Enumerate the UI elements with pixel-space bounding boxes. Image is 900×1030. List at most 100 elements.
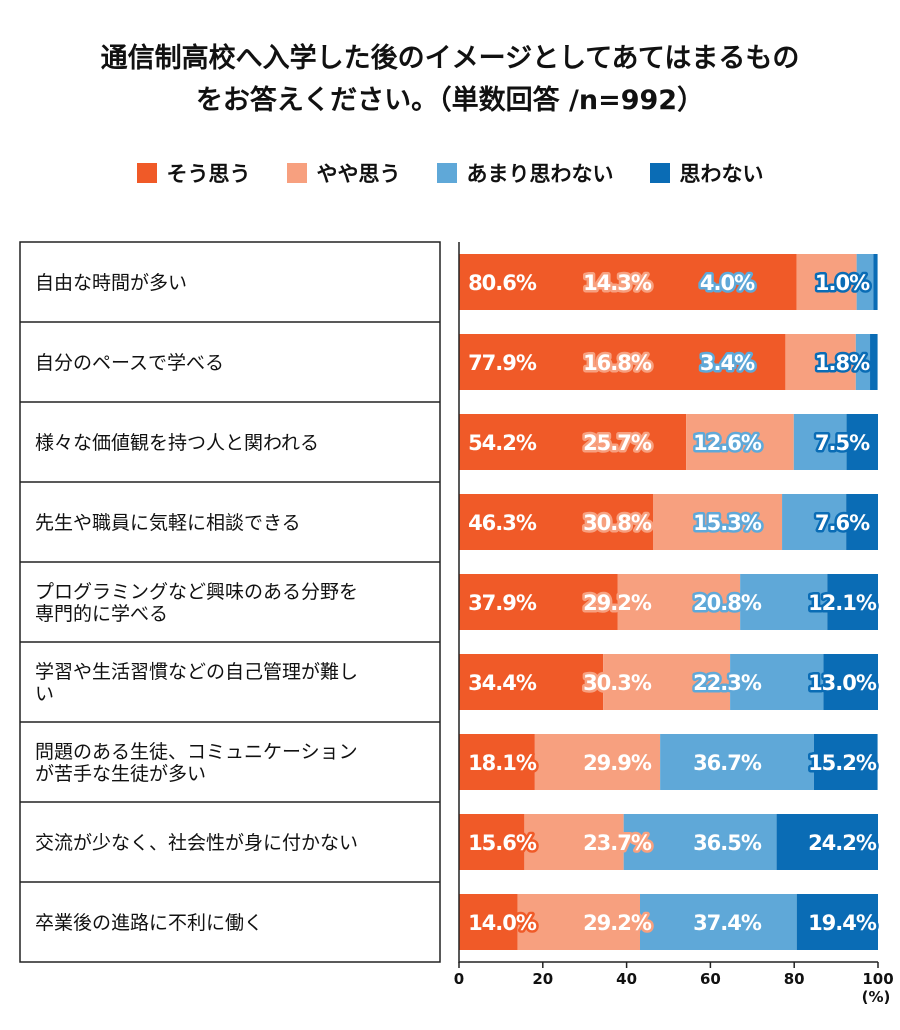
data-label: 54.2% (468, 431, 537, 455)
bar-segment (813, 734, 878, 790)
legend: そう思う やや思う あまり思わない 思わない (0, 158, 900, 188)
bar-segment (827, 574, 878, 630)
legend-swatch (136, 163, 157, 183)
x-tick-label: 80 (784, 970, 805, 988)
category-label: 専門的に学べる (35, 603, 168, 625)
legend-label: そう思う (166, 162, 251, 186)
bar-segment (846, 414, 878, 470)
data-label: 30.3% (583, 671, 652, 695)
category-label: 問題のある生徒、コミュニケーション (35, 741, 358, 763)
x-axis-unit: (%) (862, 988, 891, 1006)
data-label: 80.6% (468, 271, 537, 295)
data-label: 77.9% (468, 351, 537, 375)
bar-segment (617, 574, 741, 630)
bar-segment (459, 654, 604, 710)
data-label: 19.4% (808, 911, 877, 935)
bar-segment (823, 654, 878, 710)
data-label: 25.7% (583, 431, 652, 455)
data-label: 1.8% (815, 351, 870, 375)
bar-segment (534, 734, 661, 790)
bar-segment (517, 894, 641, 950)
bar-segment (640, 894, 797, 950)
x-tick-label: 60 (700, 970, 721, 988)
category-label: 自分のペースで学べる (35, 352, 224, 374)
data-label: 22.3% (693, 671, 762, 695)
category-label: い (35, 683, 54, 705)
data-label: 30.8% (583, 511, 652, 535)
category-label: 交流が少なく、社会性が身に付かない (35, 832, 358, 854)
bar-segment (686, 414, 794, 470)
data-label: 29.2% (583, 591, 652, 615)
category-label: 自由な時間が多い (35, 272, 187, 294)
data-label: 15.3% (693, 511, 762, 535)
category-label: が苦手な生徒が多い (35, 763, 206, 785)
data-label: 16.8% (583, 351, 652, 375)
bar-segment (459, 414, 687, 470)
x-tick-label: 0 (454, 970, 464, 988)
bar-segment (740, 574, 828, 630)
bar-segment (856, 254, 874, 310)
data-label: 18.1% (468, 751, 537, 775)
data-label: 7.6% (815, 511, 870, 535)
chart-title-line-1: 通信制高校へ入学した後のイメージとしてあてはまるもの (100, 43, 800, 74)
data-label: 29.2% (583, 911, 652, 935)
data-label: 12.6% (693, 431, 762, 455)
bar-segment (459, 334, 786, 390)
bar-segment (782, 494, 847, 550)
bar-segment (459, 254, 797, 310)
category-table-border (19, 241, 441, 963)
data-label: 14.3% (583, 271, 652, 295)
data-label: 15.6% (468, 831, 537, 855)
bar-segment (459, 494, 653, 550)
x-tick-label: 20 (532, 970, 553, 988)
legend-swatch (649, 163, 670, 183)
legend-item-1: そう思う (136, 158, 251, 188)
bar-segment (873, 254, 878, 310)
data-label: 23.7% (583, 831, 652, 855)
data-label: 14.0% (468, 911, 537, 935)
bar-segment (459, 734, 535, 790)
bar-segment (652, 494, 783, 550)
chart-title-line-2: をお答えください。（単数回答 /n=992） (195, 85, 705, 116)
bar-segment (855, 334, 871, 390)
bar-segment (660, 734, 814, 790)
data-label: 36.5% (693, 831, 762, 855)
data-label: 37.4% (693, 911, 762, 935)
data-label: 12.1% (808, 591, 877, 615)
data-label: 15.2% (808, 751, 877, 775)
category-label: 先生や職員に気軽に相談できる (35, 512, 301, 534)
bar-segment (459, 894, 518, 950)
bar-segment (730, 654, 824, 710)
data-label: 24.2% (808, 831, 877, 855)
data-label: 37.9% (468, 591, 537, 615)
x-tick-label: 40 (616, 970, 637, 988)
data-label: 3.4% (700, 351, 755, 375)
data-label: 36.7% (693, 751, 762, 775)
bar-segment (524, 814, 624, 870)
x-tick-label: 100 (862, 970, 893, 988)
bar-segment (603, 654, 731, 710)
bar-segment (459, 574, 618, 630)
category-label: 学習や生活習慣などの自己管理が難し (35, 661, 358, 683)
legend-item-3: あまり思わない (436, 158, 614, 188)
category-label: 卒業後の進路に不利に働く (35, 912, 263, 934)
legend-item-2: やや思う (286, 158, 401, 188)
bar-segment (459, 814, 525, 870)
bar-segment (870, 334, 878, 390)
category-label: プログラミングなど興味のある分野を (35, 581, 358, 603)
bar-segment (796, 894, 878, 950)
bar-segment (776, 814, 878, 870)
legend-label: やや思う (316, 162, 401, 186)
data-label: 7.5% (815, 431, 870, 455)
bar-segment (846, 494, 878, 550)
category-label: 様々な価値観を持つ人と関われる (35, 432, 319, 454)
legend-label: あまり思わない (466, 162, 614, 186)
data-label: 4.0% (700, 271, 755, 295)
data-label: 1.0% (815, 271, 870, 295)
legend-label: 思わない (679, 162, 764, 186)
bar-segment (793, 414, 847, 470)
data-label: 20.8% (693, 591, 762, 615)
bar-segment (623, 814, 777, 870)
bar-segment (785, 334, 856, 390)
